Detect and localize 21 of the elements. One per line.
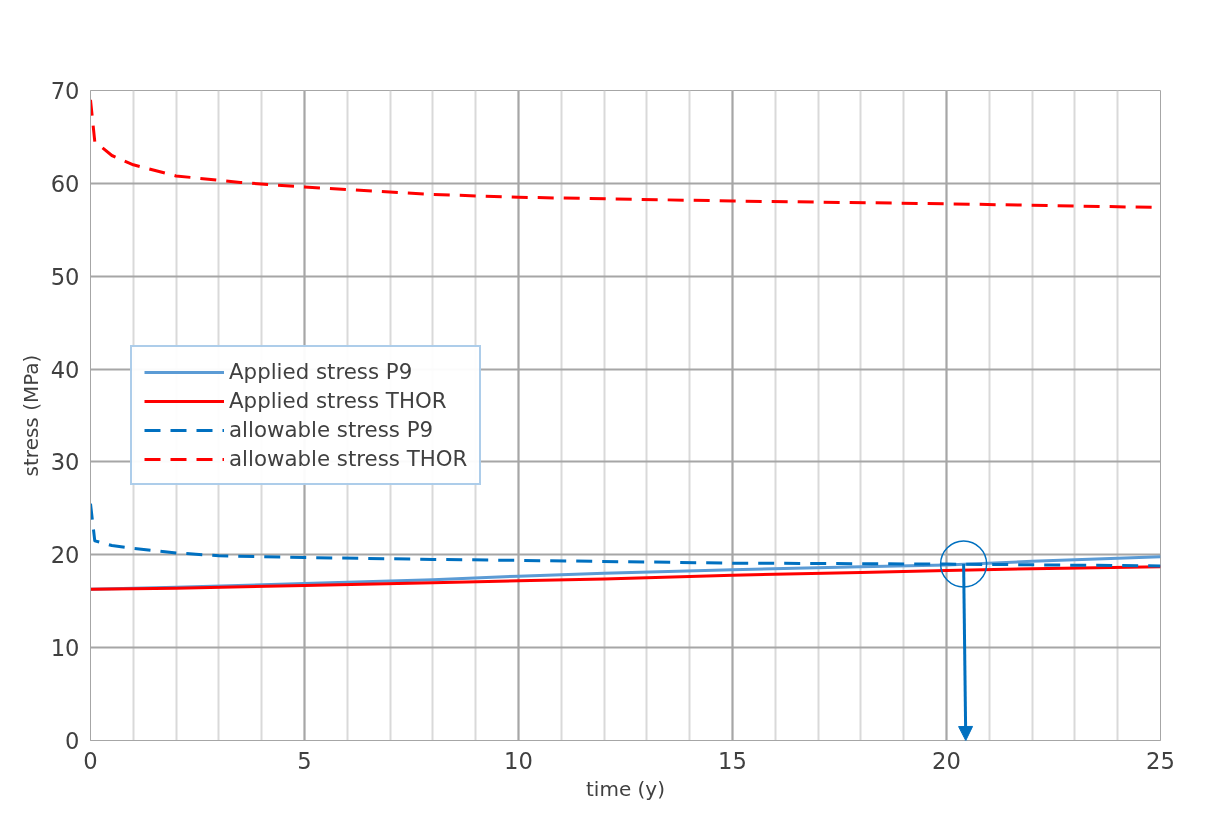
x-tick-label: 15 (718, 747, 747, 774)
x-tick-label: 0 (83, 747, 98, 774)
y-tick-label: 60 (50, 170, 80, 197)
legend-label: allowable stress THOR (229, 446, 468, 471)
x-tick-label: 20 (932, 747, 961, 774)
x-tick-label: 10 (504, 747, 533, 774)
y-axis-title: stress (MPa) (18, 354, 43, 477)
y-tick-label: 0 (65, 728, 80, 754)
x-axis-title: time (y) (586, 776, 665, 801)
x-tick-label: 25 (1146, 747, 1175, 774)
y-tick-label: 20 (50, 542, 80, 569)
y-tick-label: 50 (50, 263, 80, 290)
y-tick-label: 70 (50, 78, 80, 104)
y-tick-label: 30 (50, 449, 80, 476)
legend-label: Applied stress P9 (229, 359, 413, 384)
line-series (90, 565, 1161, 591)
y-tick-label: 40 (50, 356, 80, 383)
x-tick-label: 5 (297, 747, 312, 774)
y-tick-label: 10 (50, 635, 80, 662)
legend-label: allowable stress P9 (229, 417, 434, 442)
legend-label: Applied stress THOR (229, 388, 447, 413)
